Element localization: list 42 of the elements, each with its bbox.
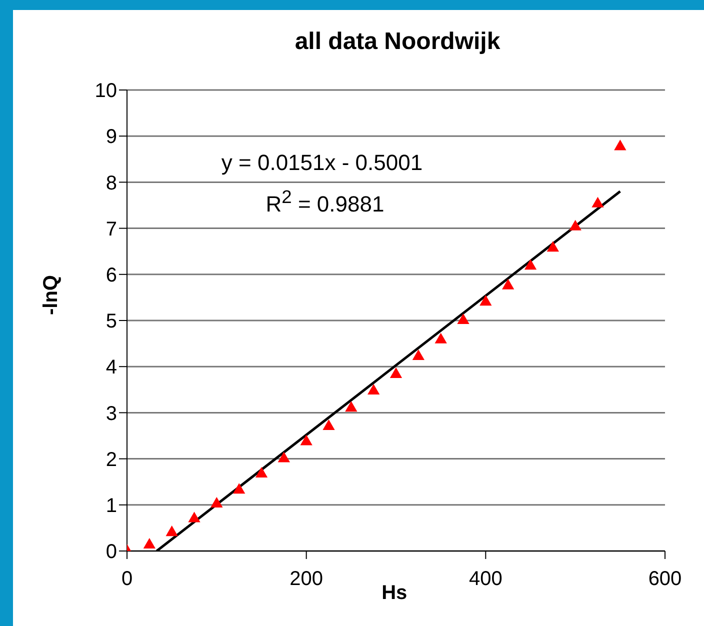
- point: [255, 466, 268, 478]
- x-axis-title: Hs: [382, 582, 408, 604]
- y-tick-label: 10: [94, 80, 117, 102]
- x-tick-label: 600: [648, 568, 682, 590]
- point: [233, 483, 246, 494]
- point: [368, 384, 380, 395]
- annotation: y = 0.0151x - 0.5001: [221, 150, 423, 176]
- x-tick-label: 200: [290, 568, 324, 590]
- annotation: R$^{2}$ = 0.9881: [266, 186, 384, 218]
- point: [210, 496, 223, 508]
- y-tick-label: 3: [106, 402, 117, 425]
- point: [546, 241, 559, 252]
- point: [614, 140, 626, 150]
- point: [480, 295, 492, 306]
- point: [457, 313, 470, 324]
- point: [278, 452, 290, 462]
- y-tick-label: 6: [106, 264, 117, 286]
- point: [524, 259, 537, 270]
- y-tick-label: 7: [106, 218, 117, 240]
- y-tick-label: 5: [106, 310, 117, 333]
- point: [412, 349, 424, 360]
- point: [434, 332, 447, 344]
- x-tick-label: 0: [121, 568, 133, 590]
- chart-title: all data Noordwijk: [294, 28, 502, 56]
- point: [300, 434, 312, 446]
- point: [143, 538, 156, 549]
- point: [502, 278, 514, 290]
- point: [569, 220, 582, 230]
- y-axis-title: -lnQ: [40, 275, 63, 315]
- point: [322, 420, 335, 430]
- y-tick-label: 4: [106, 356, 117, 379]
- y-tick-label: 1: [106, 495, 117, 517]
- point: [390, 367, 402, 378]
- y-tick-label: 0: [106, 541, 117, 564]
- point: [188, 512, 200, 522]
- y-tick-label: 8: [106, 172, 117, 194]
- y-tick-label: 9: [106, 126, 117, 148]
- point: [592, 196, 604, 208]
- x-tick-label: 400: [468, 568, 502, 590]
- point: [166, 526, 178, 536]
- y-tick-label: 2: [106, 448, 117, 471]
- point: [345, 401, 358, 412]
